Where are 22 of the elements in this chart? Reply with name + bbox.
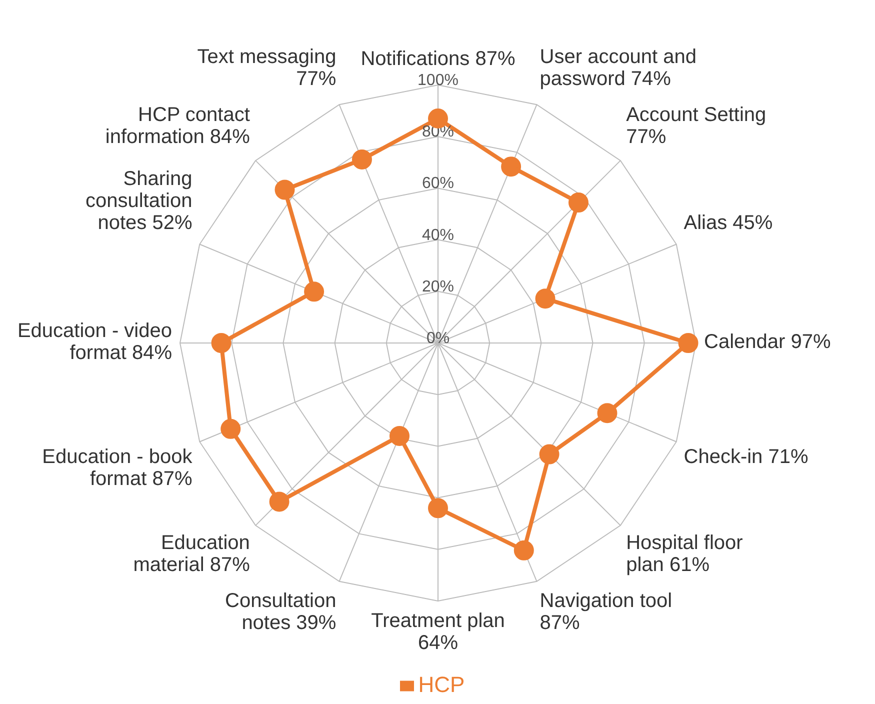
y-tick-label: 40%	[422, 226, 454, 244]
spoke-label: Alias 45%	[684, 212, 773, 234]
spoke-label: Account Setting 77%	[626, 104, 766, 148]
spoke-label: Hospital floor plan 61%	[626, 532, 744, 576]
spoke-label: Consultation notes 39%	[225, 590, 336, 634]
legend-label: HCP	[418, 672, 465, 697]
y-tick-label: 60%	[422, 175, 454, 192]
y-tick-label: 0%	[426, 330, 450, 347]
y-tick-label: 20%	[422, 278, 454, 296]
y-tick-label: 100%	[418, 72, 458, 89]
spoke-label: Education - book format 87%	[42, 446, 194, 490]
spoke-label: Education material 87%	[133, 532, 250, 576]
spoke-label: Notifications 87%	[360, 48, 516, 70]
spoke-label: Sharing consultation notes 52%	[86, 168, 192, 234]
spoke-label: Education - video format 84%	[17, 320, 172, 364]
spoke-label: Check-in 71%	[684, 446, 808, 468]
spoke-label: Treatment plan 64%	[371, 610, 505, 654]
spoke-label: Navigation tool 87%	[540, 590, 672, 634]
spoke-label: Calendar 97%	[704, 331, 831, 353]
spoke-label: Text messaging 77%	[197, 46, 336, 90]
spoke-label: User account and password 74%	[540, 46, 697, 90]
spoke-label: HCP contact information 84%	[105, 104, 250, 148]
